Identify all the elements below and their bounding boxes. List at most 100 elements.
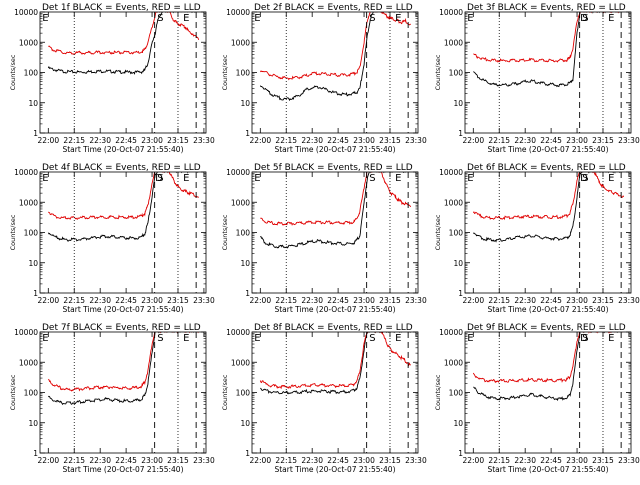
event-mark: S [369,333,375,344]
y-tick-label: 1 [33,129,38,138]
series-lld-line [47,172,199,220]
x-tick-label: 23:15 [379,456,401,465]
series-events-line [47,332,194,406]
x-tick-label: 23:15 [167,136,189,145]
x-tick-label: 23:15 [592,136,614,145]
x-tick-label: 23:30 [193,136,215,145]
y-tick-label: 1 [33,449,38,458]
panel-title: Det 5f BLACK = Events, RED = LLD [254,163,413,173]
x-tick-label: 22:45 [540,456,562,465]
y-tick-label: 10 [240,99,250,108]
event-mark: S [157,13,163,24]
x-tick-label: 22:45 [115,136,137,145]
y-tick-label: 1 [245,449,250,458]
x-tick-label: 23:30 [618,136,640,145]
y-tick-label: 10000 [14,328,38,337]
x-tick-label: 22:30 [89,296,111,305]
x-tick-label: 22:15 [63,456,85,465]
x-tick-label: 22:00 [249,296,271,305]
y-tick-label: 100 [24,389,39,398]
panel-title: Det 2f BLACK = Events, RED = LLD [254,3,413,13]
x-tick-label: 22:45 [115,296,137,305]
x-tick-label: 23:30 [405,296,427,305]
series-lld-line [259,332,411,390]
y-tick-label: 10 [453,419,463,428]
y-tick-label: 10 [240,259,250,268]
y-tick-label: 1000 [231,38,250,47]
x-tick-label: 23:30 [405,136,427,145]
event-mark: S [369,173,375,184]
y-axis-label: Counts/sec [221,214,229,250]
x-tick-label: 22:30 [301,136,323,145]
y-axis-label: Counts/sec [434,54,442,90]
y-tick-label: 1000 [19,38,38,47]
event-mark: E [254,13,260,24]
event-mark: E [467,173,473,184]
x-tick-label: 22:15 [488,296,510,305]
plot-frame [464,11,632,134]
y-axis-label: Counts/sec [221,374,229,410]
y-tick-label: 100 [236,69,251,78]
x-axis-label: Start Time (20-Oct-07 21:55:40) [274,465,395,474]
x-tick-label: 23:30 [618,296,640,305]
series-lld-line [260,172,412,226]
panel-title: Det 8f BLACK = Events, RED = LLD [254,323,413,333]
y-tick-label: 10 [28,99,38,108]
x-axis-label: Start Time (20-Oct-07 21:55:40) [62,145,183,154]
series-events-line [260,332,411,395]
x-tick-label: 23:00 [566,456,588,465]
x-axis-label: Start Time (20-Oct-07 21:55:40) [274,145,395,154]
x-tick-label: 22:00 [249,456,271,465]
y-tick-label: 10 [453,99,463,108]
y-tick-label: 100 [449,229,464,238]
x-tick-label: 22:15 [275,136,297,145]
y-tick-label: 1 [245,289,250,298]
x-tick-label: 23:15 [167,456,189,465]
event-mark: S [582,13,588,24]
x-tick-label: 23:15 [379,136,401,145]
y-tick-label: 10000 [14,168,38,177]
y-tick-label: 1 [245,129,250,138]
series-events-line [47,12,196,75]
y-tick-label: 1000 [231,198,250,207]
x-tick-label: 22:30 [514,136,536,145]
x-tick-label: 22:30 [301,456,323,465]
y-axis-label: Counts/sec [221,54,229,90]
event-mark: E [395,333,401,344]
panel-title: Det 3f BLACK = Events, RED = LLD [467,3,626,13]
event-mark: S [369,13,375,24]
x-tick-label: 22:15 [275,456,297,465]
x-tick-label: 22:00 [462,296,484,305]
x-tick-label: 22:45 [115,456,137,465]
x-tick-label: 23:30 [405,456,427,465]
event-mark: E [183,13,189,24]
panel-title: Det 6f BLACK = Events, RED = LLD [467,163,626,173]
x-tick-label: 22:30 [89,136,111,145]
event-mark: S [157,333,163,344]
x-tick-label: 22:15 [63,296,85,305]
y-tick-label: 10000 [14,8,38,17]
y-tick-label: 10 [28,259,38,268]
x-tick-label: 22:45 [327,136,349,145]
x-axis-label: Start Time (20-Oct-07 21:55:40) [62,305,183,314]
x-tick-label: 22:15 [63,136,85,145]
event-mark: E [183,173,189,184]
event-mark: E [608,333,614,344]
y-tick-label: 1000 [231,358,250,367]
y-tick-label: 1 [458,289,463,298]
plot-frame [39,331,207,454]
series-lld-line [259,12,411,81]
x-tick-label: 22:45 [327,456,349,465]
x-tick-label: 22:45 [327,296,349,305]
event-mark: E [254,173,260,184]
y-tick-label: 100 [236,229,251,238]
x-tick-label: 23:00 [141,296,163,305]
x-tick-label: 22:15 [275,296,297,305]
panel-title: Det 7f BLACK = Events, RED = LLD [42,323,201,333]
x-tick-label: 22:30 [301,296,323,305]
